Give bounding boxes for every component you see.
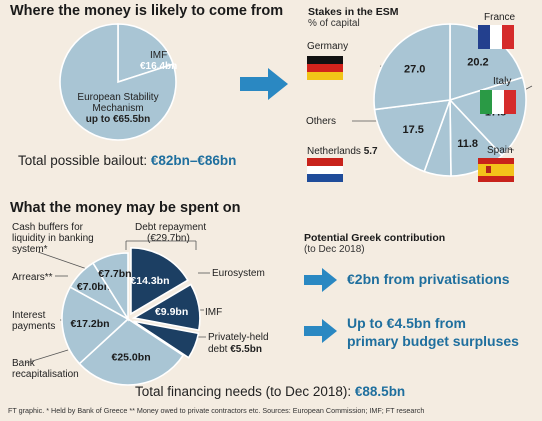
imf-spend-label: IMF: [205, 307, 223, 318]
esm-source-label-1: European Stability: [77, 92, 159, 103]
pie-slice-cash-buffers-for-liquidity-in-banking-system: [91, 252, 129, 322]
pie-value-spain: 11.8: [457, 138, 478, 150]
italy-flag-icon: [480, 90, 516, 114]
sources-title: Where the money is likely to come from: [10, 3, 284, 19]
pie-slice-others: [373, 99, 452, 173]
eurosystem-label: Eurosystem: [212, 268, 265, 279]
germany-label: Germany: [307, 41, 349, 52]
private-value: €5.5bn: [230, 344, 262, 355]
cash-label-1: Cash buffers for: [12, 222, 83, 233]
greek-item-privatisations: €2bn from privatisations: [347, 271, 510, 287]
pie-slice-imf: [117, 23, 175, 84]
private-label-2-text: debt: [208, 344, 228, 355]
greek-item-surplus-1: Up to €4.5bn from: [347, 315, 467, 331]
italy-label: Italy: [493, 76, 512, 87]
germany-flag-icon: [307, 56, 343, 80]
pie-value-arrears: €7.0bn: [77, 281, 110, 293]
netherlands-flag-icon: [307, 158, 343, 182]
greek-item-surplus-2: primary budget surpluses: [347, 333, 519, 349]
pie-value-france: 20.2: [467, 57, 488, 69]
pie-value-interest-payments: €17.2bn: [70, 318, 109, 330]
pie-slice-germany: [373, 23, 451, 111]
flow-arrow-icon: [240, 68, 288, 100]
footnote: FT graphic. * Held by Bank of Greece ** …: [8, 406, 425, 415]
private-label-2: debt €5.5bn: [208, 344, 262, 355]
pie-slice-interest-payments: [61, 286, 130, 365]
esm-source-label-2: Mechanism: [92, 103, 144, 114]
spain-label: Spain: [487, 145, 513, 156]
pie-value-cash-buffers-for-liquidity-in-banking-system: €7.7bn: [98, 268, 131, 280]
total-needs-caption: Total financing needs (to Dec 2018):: [135, 384, 352, 399]
pie-slice-privately-held-debt: [133, 320, 200, 359]
pie-slice-bank-recapitalisation: [78, 317, 185, 386]
debt-group-value: (€29.7bn): [147, 233, 190, 244]
spending-pie: €14.3bn€9.9bn€5.5bn€25.0bn€17.2bn€7.0bn€…: [25, 240, 210, 386]
total-bailout-caption: Total possible bailout:: [18, 153, 148, 168]
arrears-label: Arrears**: [12, 272, 53, 283]
total-bailout: Total possible bailout: €82bn–€86bn: [18, 153, 236, 168]
pie-value-imf: €9.9bn: [155, 306, 188, 318]
pie-value-others: 17.5: [403, 124, 424, 136]
pie-slice-eurosystem: [130, 246, 189, 316]
spending-title: What the money may be spent on: [10, 200, 241, 216]
interest-label-1: Interest: [12, 310, 46, 321]
netherlands-value: 5.7: [363, 146, 378, 157]
debt-group-label: Debt repayment: [135, 222, 207, 233]
pie-value-germany: 27.0: [404, 63, 425, 75]
total-needs-value: €88.5bn: [354, 384, 406, 399]
esm-source-value: up to €65.5bn: [85, 114, 151, 125]
cash-label-3: system*: [12, 244, 48, 255]
pie-value-bank-recapitalisation: €25.0bn: [111, 352, 150, 364]
esm-subtitle: % of capital: [308, 18, 360, 29]
imf-source-value: €16.4bn: [140, 61, 178, 72]
pie-slice-european-stability-mechanism: [59, 23, 177, 141]
total-needs: Total financing needs (to Dec 2018): €88…: [135, 384, 405, 399]
greek-subtitle: (to Dec 2018): [304, 244, 365, 255]
netherlands-label: Netherlands 5.7: [307, 146, 378, 157]
others-label: Others: [306, 116, 337, 127]
france-label: France: [484, 12, 516, 23]
private-label-1: Privately-held: [208, 332, 269, 343]
cash-label-2: liquidity in banking: [12, 233, 94, 244]
sources-pie: [59, 23, 177, 141]
esm-title: Stakes in the ESM: [308, 6, 399, 18]
pie-value-eurosystem: €14.3bn: [130, 275, 169, 287]
privatisation-arrow-icon: [304, 268, 337, 292]
surplus-arrow-icon: [304, 319, 337, 343]
greek-title: Potential Greek contribution: [304, 232, 446, 244]
total-bailout-value: €82bn–€86bn: [150, 153, 237, 168]
bank-label-2: recapitalisation: [12, 369, 79, 380]
france-flag-icon: [478, 25, 514, 49]
imf-source-label: IMF: [150, 50, 168, 61]
interest-label-2: payments: [12, 321, 56, 332]
netherlands-name: Netherlands: [307, 146, 361, 157]
spain-flag-icon: [478, 158, 514, 182]
pie-slice-imf: [131, 283, 201, 332]
bank-label-1: Bank: [12, 358, 35, 369]
